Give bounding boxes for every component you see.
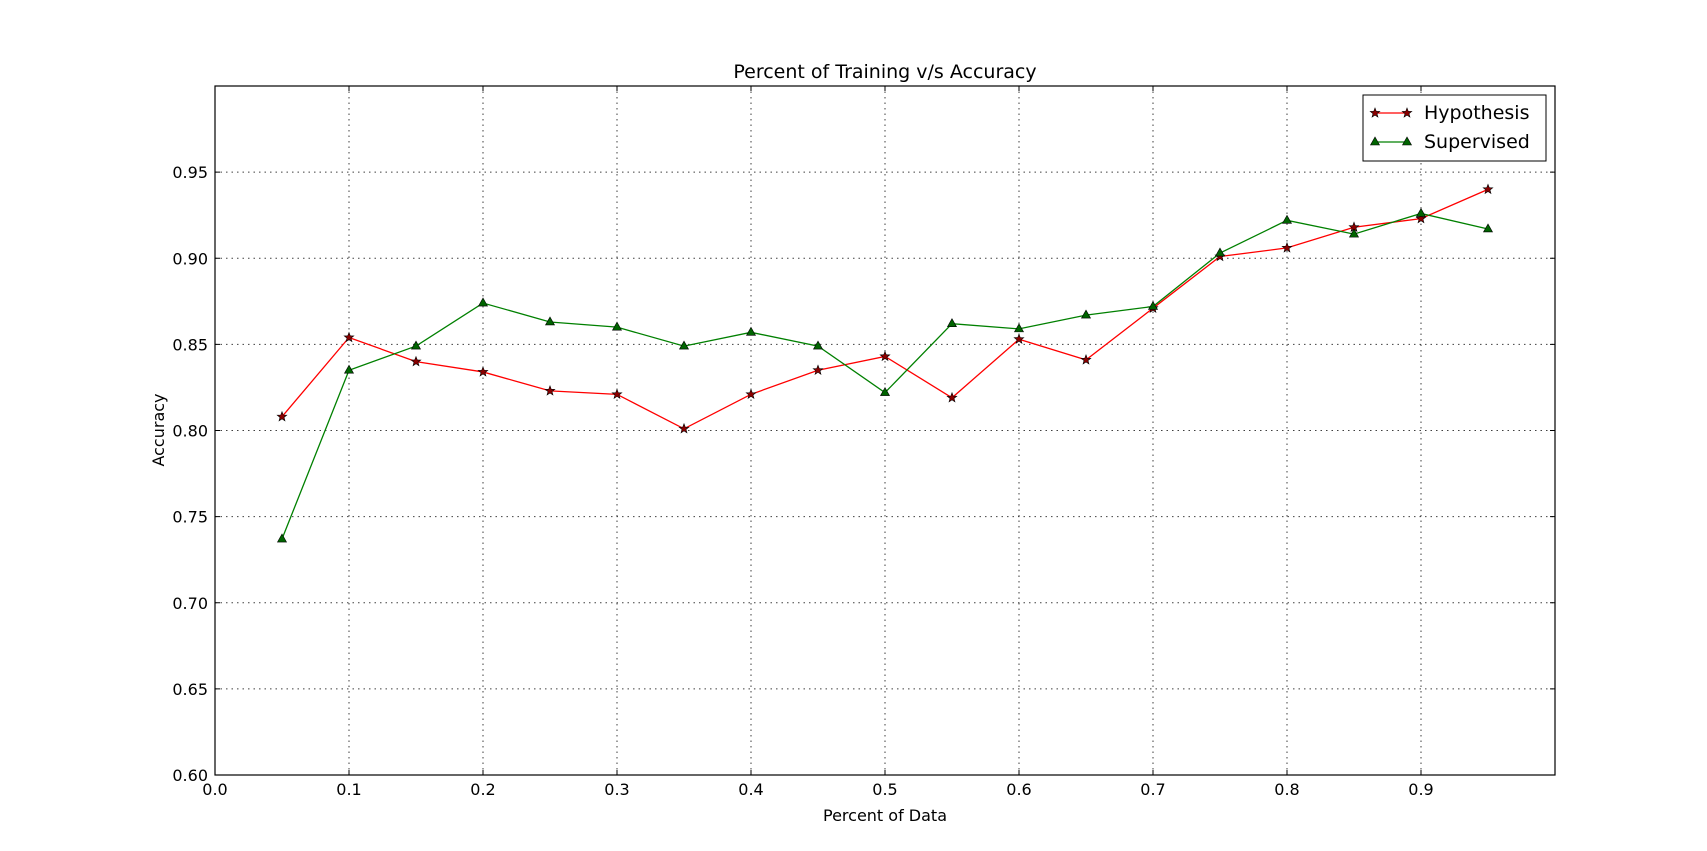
data-point-hypothesis (477, 366, 489, 377)
y-axis-label: Accuracy (149, 393, 168, 466)
data-point-supervised (678, 340, 690, 350)
data-point-hypothesis (745, 388, 757, 400)
data-point-hypothesis (1013, 333, 1025, 344)
series-layer (276, 183, 1494, 543)
data-point-supervised (276, 533, 288, 543)
data-point-supervised (1147, 300, 1159, 310)
y-tick-label: 0.70 (172, 594, 208, 613)
data-point-supervised (1348, 228, 1360, 238)
legend-marker-hypothesis (1369, 107, 1413, 118)
data-point-supervised (1281, 214, 1293, 224)
x-axis-label: Percent of Data (823, 806, 947, 825)
x-tick-label: 0.3 (604, 780, 629, 799)
data-point-supervised (410, 340, 422, 350)
data-point-hypothesis (611, 388, 623, 400)
data-point-supervised (1482, 223, 1494, 233)
data-point-hypothesis (544, 385, 556, 396)
legend-marker-supervised (1369, 136, 1413, 146)
data-point-hypothesis (812, 364, 824, 375)
x-tick-label: 0.4 (738, 780, 763, 799)
legend-box (1362, 94, 1547, 162)
y-tick-label: 0.95 (172, 163, 208, 182)
y-tick-label: 0.85 (172, 335, 208, 354)
data-point-supervised (611, 321, 623, 331)
y-tick-label: 0.90 (172, 249, 208, 268)
x-tick-label: 0.0 (202, 780, 227, 799)
data-point-supervised (1013, 323, 1025, 333)
data-point-hypothesis (1080, 354, 1092, 365)
y-tick-label: 0.75 (172, 508, 208, 527)
legend: Hypothesis Supervised (1362, 94, 1547, 162)
legend-label-supervised: Supervised (1424, 131, 1530, 153)
legend-marker-point (1369, 107, 1381, 118)
data-point-hypothesis (879, 350, 891, 362)
x-tick-label: 0.2 (470, 780, 495, 799)
x-tick-label: 0.1 (336, 780, 361, 799)
data-point-hypothesis (343, 331, 355, 343)
legend-marker-point (1401, 136, 1413, 146)
data-point-supervised (544, 316, 556, 326)
legend-label-hypothesis: Hypothesis (1424, 102, 1529, 124)
x-tick-label: 0.6 (1006, 780, 1031, 799)
data-point-supervised (343, 364, 355, 374)
data-point-hypothesis (678, 422, 690, 434)
data-point-supervised (745, 326, 757, 336)
x-tick-label: 0.5 (872, 780, 897, 799)
grid-lines (215, 86, 1555, 775)
data-point-hypothesis (946, 391, 958, 403)
data-point-supervised (812, 340, 824, 350)
chart-title: Percent of Training v/s Accuracy (733, 61, 1036, 83)
axis-ticks: 0.0 0.1 0.2 0.3 0.4 0.5 0.6 0.7 0.8 0.9 0.60 0.65 0.… (172, 86, 1555, 799)
data-point-hypothesis (1415, 212, 1427, 224)
data-point-supervised (879, 386, 891, 396)
data-point-supervised (946, 318, 958, 328)
data-point-supervised (1080, 309, 1092, 319)
data-point-hypothesis (410, 355, 422, 367)
x-tick-label: 0.8 (1274, 780, 1299, 799)
x-tick-label: 0.7 (1140, 780, 1165, 799)
data-point-hypothesis (1482, 183, 1494, 195)
data-point-supervised (1214, 247, 1226, 257)
legend-marker-point (1401, 107, 1413, 118)
y-tick-label: 0.60 (172, 766, 208, 785)
y-tick-label: 0.65 (172, 680, 208, 699)
data-point-supervised (477, 297, 489, 307)
data-point-supervised (1415, 207, 1427, 217)
x-tick-label: 0.9 (1408, 780, 1433, 799)
data-point-hypothesis (276, 410, 288, 422)
data-point-hypothesis (1281, 242, 1293, 253)
legend-marker-point (1369, 136, 1381, 146)
y-tick-label: 0.80 (172, 422, 208, 441)
